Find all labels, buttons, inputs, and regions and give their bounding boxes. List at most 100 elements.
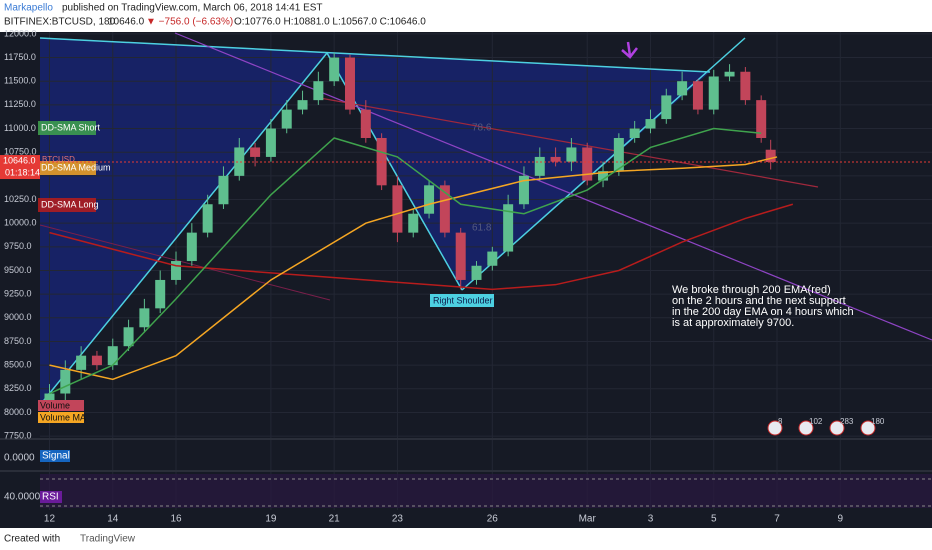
header-bg: [0, 0, 932, 32]
legend-tag: [38, 161, 96, 175]
footer-brand[interactable]: TradingView: [80, 534, 136, 545]
x-tick-label: Mar: [579, 514, 597, 525]
candle-body: [392, 185, 403, 233]
event-icon: [798, 420, 814, 436]
candle-body: [487, 251, 498, 266]
candle-body: [202, 204, 213, 233]
candle-body: [139, 308, 150, 328]
trendline: [39, 37, 711, 73]
candle-body: [629, 128, 640, 138]
candle-body: [582, 147, 593, 181]
trendline: [39, 52, 328, 406]
candle-body: [313, 81, 324, 101]
y-tick-label: 11000.0: [4, 123, 36, 133]
candle-body: [297, 100, 308, 110]
note-line: We broke through 200 EMA(red): [672, 284, 831, 296]
y-tick-label: 11750.0: [4, 52, 36, 62]
candle-body: [677, 81, 688, 96]
legend-label: DD-SMA Medium: [41, 162, 111, 172]
y-tick-label: 10000.0: [4, 218, 37, 228]
rsi-band: [40, 474, 932, 508]
candle-body: [91, 355, 102, 366]
event-count: 283: [840, 417, 854, 426]
volume-tag: [38, 400, 84, 411]
legend-tag: [38, 198, 96, 212]
y-tick-label: 8500.0: [4, 360, 32, 370]
candle-body: [598, 171, 609, 181]
candle-body: [566, 147, 577, 162]
symbol-tag: BTCUSD: [42, 155, 75, 164]
x-tick-label: 16: [170, 514, 182, 525]
y-tick-label: 9000.0: [4, 312, 32, 322]
fib-label: 61.8: [472, 223, 492, 234]
y-tick-label: 10750.0: [4, 147, 37, 157]
price-label: 10646.0: [3, 155, 36, 165]
trendline: [174, 32, 932, 341]
event-count: 180: [871, 417, 885, 426]
y-tick-label: 8750.0: [4, 336, 32, 346]
candle-body: [765, 149, 776, 163]
volume-label: Volume MA: [40, 412, 86, 422]
volume-tag: [38, 412, 84, 423]
candle-body: [171, 261, 182, 280]
ma-line: [49, 156, 778, 381]
event-count: 8: [778, 417, 783, 426]
shoulder-tag: [430, 294, 494, 307]
x-tick-label: 21: [329, 514, 341, 525]
y-tick-label: 8000.0: [4, 407, 32, 417]
author[interactable]: Markapello: [4, 3, 53, 14]
candle-body: [471, 265, 482, 280]
candle-body: [708, 76, 719, 110]
pane-name: RSI: [42, 492, 59, 503]
candle-body: [740, 71, 751, 101]
pane-sep: [0, 470, 932, 472]
footer-bg: [0, 528, 932, 550]
pane-sep: [0, 438, 932, 440]
legend-label: DD-SMA Long: [41, 199, 99, 209]
fib-label: 78.6: [472, 123, 492, 134]
event-icon: [860, 420, 876, 436]
symbol: BITFINEX:BTCUSD, 180: [4, 17, 116, 28]
candle-body: [329, 57, 340, 82]
candle-body: [281, 109, 292, 129]
note-line: on the 2 hours and the next support: [672, 295, 846, 307]
legend-tag: [38, 121, 96, 135]
ohlc: O:10776.0 H:10881.0 L:10567.0 C:10646.0: [234, 17, 426, 28]
candle-body: [692, 81, 703, 110]
y-tick-label: 9250.0: [4, 289, 32, 299]
x-tick-label: 19: [265, 514, 277, 525]
x-tick-label: 9: [837, 514, 843, 525]
candle-body: [424, 185, 435, 214]
y-tick-label: 8250.0: [4, 383, 32, 393]
shoulder-label: Right Shoulder: [433, 295, 493, 305]
candle-body: [503, 204, 514, 252]
countdown: 01:18:14: [5, 167, 40, 177]
x-tick-label: 5: [711, 514, 717, 525]
pane-name: Signal: [42, 451, 70, 462]
y-tick-label: 10250.0: [4, 194, 37, 204]
candle-body: [534, 156, 545, 176]
candle-body: [265, 128, 276, 157]
ma-line: [49, 127, 762, 395]
candle-body: [107, 346, 118, 366]
published: published on TradingView.com, March 06, …: [62, 3, 323, 14]
pane-tag: [40, 450, 70, 462]
candle-body: [155, 279, 166, 309]
y-tick-label: 11500.0: [4, 76, 36, 86]
ma-line: [49, 203, 794, 291]
y-tick-label: 11250.0: [4, 99, 36, 109]
candle-body: [250, 147, 261, 157]
price: 10646.0: [108, 17, 145, 28]
candle-body: [756, 100, 767, 138]
candle-body: [724, 71, 735, 77]
note-line: in the 200 day EMA on 4 hours which: [672, 306, 854, 318]
candle-body: [408, 213, 419, 233]
trendline: [39, 224, 331, 301]
candle-body: [518, 175, 529, 205]
event-count: 102: [809, 417, 823, 426]
candle-body: [550, 156, 561, 162]
candle-body: [60, 369, 71, 394]
arrow: [621, 41, 638, 59]
candle-body: [645, 119, 656, 129]
